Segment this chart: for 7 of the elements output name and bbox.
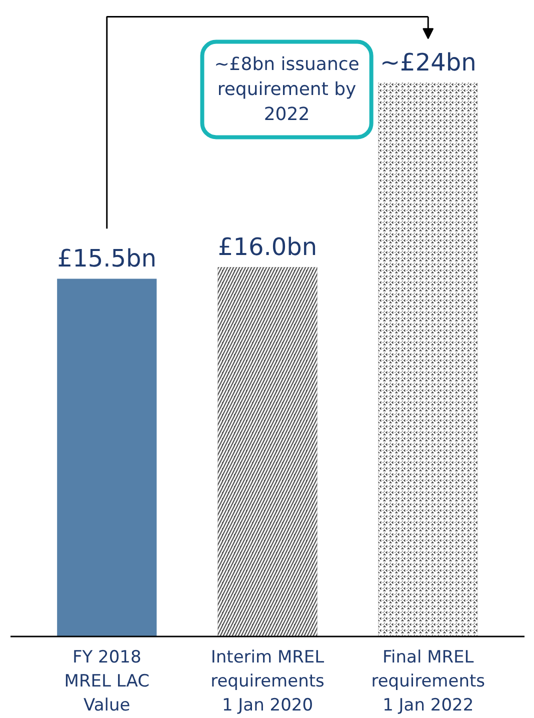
x-tick-label: FY 2018 MREL LAC Value <box>64 648 150 716</box>
x-tick-label: Interim MREL requirements 1 Jan 2020 <box>210 648 325 716</box>
annotation: ~£8bn issuance requirement by 2022 <box>214 54 360 126</box>
data-label: ~£24bn <box>380 48 476 77</box>
data-label: £15.5bn <box>57 244 156 273</box>
x-tick-label: Final MREL requirements 1 Jan 2022 <box>371 648 486 716</box>
data-label: £16.0bn <box>218 233 318 262</box>
